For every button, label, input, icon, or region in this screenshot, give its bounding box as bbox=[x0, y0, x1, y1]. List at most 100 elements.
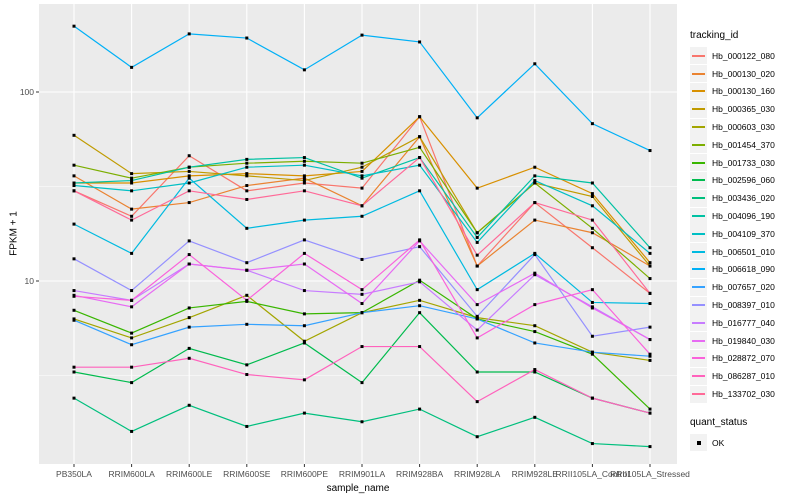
data-point-Hb_028872_070 bbox=[533, 303, 537, 307]
legend-item-label: Hb_001733_030 bbox=[712, 157, 775, 168]
y-tick-label: 100 bbox=[20, 87, 34, 97]
data-point-Hb_019840_030 bbox=[475, 303, 479, 307]
legend-item-label: Hb_133702_030 bbox=[712, 389, 775, 400]
legend-key-swatch bbox=[690, 296, 707, 314]
data-point-Hb_006618_090 bbox=[475, 116, 479, 120]
legend-item-label: Hb_000603_030 bbox=[712, 122, 775, 133]
legend-item-Hb_000130_020: Hb_000130_020 bbox=[690, 65, 798, 83]
data-point-Hb_000122_080 bbox=[130, 214, 134, 218]
data-point-Hb_016777_040 bbox=[475, 328, 479, 332]
data-point-Hb_133702_030 bbox=[533, 201, 537, 205]
data-point-Hb_000130_160 bbox=[533, 165, 537, 169]
data-point-Hb_008397_010 bbox=[418, 245, 422, 249]
legend-quant-status: quant_status OK bbox=[690, 417, 798, 452]
quant-status-items: OK bbox=[690, 434, 798, 452]
legend-item-Hb_004096_190: Hb_004096_190 bbox=[690, 207, 798, 225]
legend-key-swatch bbox=[690, 118, 707, 136]
data-point-Hb_028872_070 bbox=[187, 253, 191, 257]
data-point-Hb_000603_030 bbox=[648, 358, 652, 362]
data-point-Hb_004109_370 bbox=[590, 204, 594, 208]
data-point-Hb_003436_020 bbox=[302, 411, 306, 415]
data-point-Hb_004096_190 bbox=[360, 176, 364, 180]
data-point-Hb_133702_030 bbox=[418, 156, 422, 160]
data-point-Hb_008397_010 bbox=[475, 314, 479, 318]
legend-item-Hb_019840_030: Hb_019840_030 bbox=[690, 332, 798, 350]
data-point-Hb_000365_030 bbox=[130, 172, 134, 176]
data-point-Hb_016777_040 bbox=[360, 292, 364, 296]
legend-line-sample bbox=[692, 108, 705, 111]
data-point-Hb_000130_160 bbox=[130, 181, 134, 185]
data-point-Hb_000130_160 bbox=[648, 261, 652, 265]
legend-item-Hb_008397_010: Hb_008397_010 bbox=[690, 296, 798, 314]
data-point-Hb_000130_020 bbox=[72, 174, 76, 178]
data-point-Hb_006618_090 bbox=[590, 122, 594, 126]
data-point-Hb_006618_090 bbox=[245, 36, 249, 40]
data-point-Hb_002596_060 bbox=[360, 381, 364, 385]
data-point-Hb_008397_010 bbox=[533, 253, 537, 257]
data-point-Hb_007657_020 bbox=[648, 354, 652, 358]
data-point-Hb_006618_090 bbox=[418, 40, 422, 44]
data-point-Hb_086287_010 bbox=[130, 365, 134, 369]
data-point-Hb_000122_080 bbox=[302, 181, 306, 185]
data-point-Hb_000603_030 bbox=[418, 298, 422, 302]
data-point-Hb_000130_020 bbox=[245, 184, 249, 188]
quant-status-item: OK bbox=[690, 434, 798, 452]
data-point-Hb_006618_090 bbox=[72, 24, 76, 28]
data-point-Hb_008397_010 bbox=[360, 257, 364, 261]
legend-item-label: Hb_019840_030 bbox=[712, 335, 775, 346]
legend-item-Hb_000122_080: Hb_000122_080 bbox=[690, 47, 798, 65]
data-point-Hb_006618_090 bbox=[130, 65, 134, 69]
data-point-Hb_006618_090 bbox=[302, 68, 306, 72]
data-point-Hb_019840_030 bbox=[187, 262, 191, 266]
data-point-Hb_003436_020 bbox=[360, 420, 364, 424]
legend-item-label: Hb_001454_370 bbox=[712, 139, 775, 150]
legend-line-sample bbox=[692, 268, 705, 271]
data-point-Hb_133702_030 bbox=[475, 253, 479, 257]
legend-title-quant-status: quant_status bbox=[690, 416, 748, 428]
x-tick-label: RRIM928LE bbox=[512, 469, 559, 479]
data-point-Hb_004096_190 bbox=[648, 246, 652, 250]
data-point-Hb_000365_030 bbox=[648, 264, 652, 268]
data-point-Hb_000603_030 bbox=[245, 293, 249, 297]
data-point-Hb_004096_190 bbox=[590, 181, 594, 185]
legend-line-sample bbox=[692, 126, 705, 129]
data-point-Hb_001454_370 bbox=[590, 226, 594, 230]
legend-key-swatch bbox=[690, 314, 707, 332]
data-point-Hb_019840_030 bbox=[302, 262, 306, 266]
data-point-Hb_133702_030 bbox=[187, 189, 191, 193]
legend-key-swatch bbox=[690, 385, 707, 403]
data-point-Hb_004096_190 bbox=[130, 179, 134, 183]
data-point-Hb_006501_010 bbox=[648, 302, 652, 306]
data-point-Hb_000122_080 bbox=[360, 186, 364, 190]
legend-key-swatch bbox=[690, 189, 707, 207]
legend-item-label: Hb_008397_010 bbox=[712, 300, 775, 311]
data-point-Hb_006501_010 bbox=[72, 222, 76, 226]
data-point-Hb_004109_370 bbox=[360, 174, 364, 178]
data-point-Hb_007657_020 bbox=[130, 343, 134, 347]
data-point-Hb_000365_030 bbox=[72, 133, 76, 137]
data-point-Hb_001454_370 bbox=[72, 163, 76, 167]
legend-line-sample bbox=[692, 232, 705, 235]
legend-key-swatch bbox=[690, 100, 707, 118]
x-tick-label: RRII105LA_Control bbox=[556, 469, 630, 479]
legend-key-swatch bbox=[690, 260, 707, 278]
data-point-Hb_028872_070 bbox=[245, 298, 249, 302]
data-point-Hb_006501_010 bbox=[245, 226, 249, 230]
data-point-Hb_000130_160 bbox=[590, 192, 594, 196]
data-point-Hb_000130_160 bbox=[418, 115, 422, 119]
data-point-Hb_004109_370 bbox=[187, 181, 191, 185]
legend-item-Hb_000365_030: Hb_000365_030 bbox=[690, 100, 798, 118]
legend-item-Hb_002596_060: Hb_002596_060 bbox=[690, 171, 798, 190]
data-point-Hb_000603_030 bbox=[302, 339, 306, 343]
panel-background bbox=[39, 4, 677, 464]
data-point-Hb_004109_370 bbox=[533, 179, 537, 183]
data-point-Hb_008397_010 bbox=[130, 289, 134, 293]
x-tick-label: RRIM600SE bbox=[223, 469, 271, 479]
data-point-Hb_000130_020 bbox=[590, 231, 594, 235]
legend-line-sample bbox=[692, 286, 705, 289]
legend-title-tracking-id: tracking_id bbox=[690, 30, 739, 41]
legend-item-label: Hb_000130_020 bbox=[712, 68, 775, 79]
data-point-Hb_006618_090 bbox=[360, 33, 364, 37]
data-point-Hb_086287_010 bbox=[360, 345, 364, 349]
legend-item-label: Hb_000122_080 bbox=[712, 50, 775, 61]
